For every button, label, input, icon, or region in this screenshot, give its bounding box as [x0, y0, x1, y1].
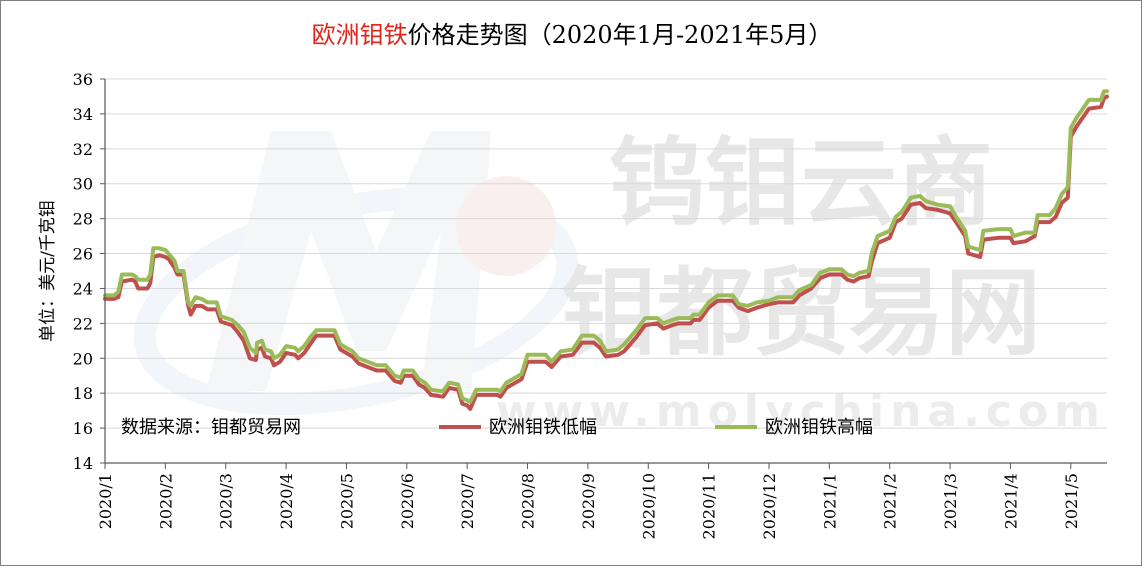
y-tick-label: 18: [73, 384, 93, 403]
x-tick-label: 2020/7: [458, 473, 477, 529]
source-label: 数据来源：钼都贸易网: [121, 417, 301, 438]
x-tick-label: 2021/3: [941, 473, 960, 529]
y-tick-label: 26: [73, 245, 93, 264]
y-tick-label: 20: [73, 349, 93, 368]
y-tick-label: 30: [73, 175, 93, 194]
y-tick-label: 16: [73, 419, 93, 438]
x-tick-label: 2020/10: [639, 473, 658, 539]
chart-title-highlight: 欧洲钼铁: [312, 21, 408, 49]
legend-label-high: 欧洲钼铁高幅: [765, 417, 873, 438]
series-line-low: [103, 94, 1109, 411]
y-tick-label: 34: [73, 105, 93, 124]
x-tick-label: 2020/6: [398, 473, 417, 529]
x-tick-label: 2020/2: [156, 473, 175, 529]
y-tick-label: 24: [73, 279, 93, 298]
watermark-line-1: 钨钼云商: [609, 127, 993, 239]
axes: [104, 79, 1107, 464]
y-tick-label: 32: [73, 140, 93, 159]
watermark-logo: [133, 131, 579, 416]
y-tick-label: 36: [73, 70, 93, 89]
grid-lines: [105, 78, 1107, 429]
x-tick-label: 2020/4: [277, 473, 296, 529]
series-line-high: [103, 89, 1109, 404]
x-tick-label: 2021/2: [881, 473, 900, 529]
legend: 欧洲钼铁低幅 欧洲钼铁高幅: [439, 417, 873, 438]
x-tick-label: 2021/4: [1001, 473, 1020, 529]
x-tick-label: 2021/1: [820, 473, 839, 529]
x-tick-label: 2020/5: [337, 473, 356, 529]
y-axis-label: 单位：美元/千克钼: [38, 200, 58, 342]
x-tick-labels: 2020/1 2020/2 2020/3 2020/4 2020/5 2020/6 2020…: [96, 463, 1081, 539]
x-tick-label: 2020/1: [96, 473, 115, 529]
chart-title: 欧洲钼铁价格走势图（2020年1月-2021年5月）: [312, 21, 833, 49]
y-tick-label: 14: [73, 454, 93, 473]
x-tick-label: 2020/8: [519, 473, 538, 529]
y-tick-label: 22: [73, 314, 93, 333]
y-tick-labels: 14 16 18 20 22 24 26 28 30 32 34 36: [73, 70, 105, 473]
x-tick-label: 2020/9: [579, 473, 598, 529]
x-tick-label: 2020/12: [760, 473, 779, 539]
series-lines: [103, 89, 1109, 411]
x-tick-label: 2020/11: [700, 473, 719, 539]
x-tick-label: 2021/5: [1062, 473, 1081, 529]
legend-label-low: 欧洲钼铁低幅: [489, 417, 597, 438]
watermark-line-2: 钼都贸易网: [561, 257, 1041, 369]
y-tick-label: 28: [73, 210, 93, 229]
chart-title-rest: 价格走势图（2020年1月-2021年5月）: [408, 21, 833, 49]
x-tick-label: 2020/3: [217, 473, 236, 529]
